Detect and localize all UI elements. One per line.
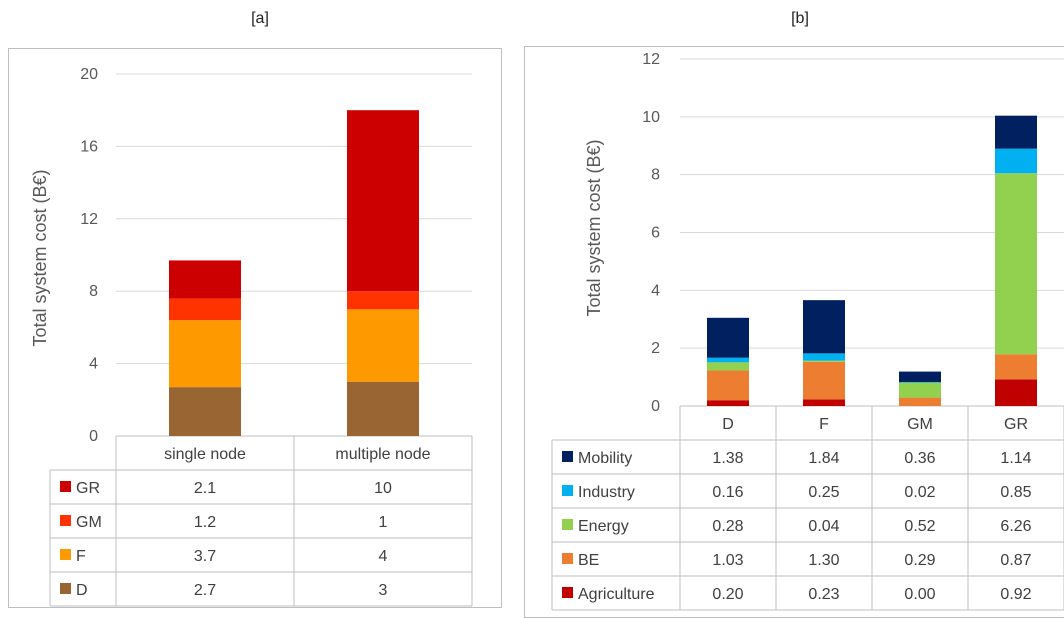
chart-b-bar-be-0	[707, 370, 749, 401]
chart-a-y-tick-label: 16	[80, 138, 98, 155]
chart-b-data-label: 1.14	[1000, 450, 1031, 467]
panel-b-label: [b]	[791, 10, 809, 27]
chart-b-legend-label-energy: Energy	[578, 518, 629, 535]
chart-a-data-label: 3.7	[194, 548, 216, 565]
chart-a-y-tick-label: 0	[89, 428, 98, 445]
chart-a-bar-d-1	[347, 381, 419, 436]
panel-a-label: [a]	[251, 10, 269, 27]
chart-b-y-tick-label: 0	[651, 398, 660, 415]
chart-b-y-tick-label: 6	[651, 225, 660, 242]
chart-a-data-label: 1	[379, 514, 388, 531]
chart-b-legend-label-mobility: Mobility	[578, 450, 632, 467]
chart-a-legend-label-f: F	[76, 548, 86, 565]
chart-b-legend-swatch-industry	[562, 485, 573, 496]
chart-b-y-tick-label: 4	[651, 282, 660, 299]
chart-a-frame	[8, 48, 502, 608]
chart-a-bar-gm-0	[169, 298, 241, 321]
chart-b-data-label: 6.26	[1000, 518, 1031, 535]
chart-a-legend-label-gm: GM	[76, 514, 102, 531]
chart-b-legend-label-be: BE	[578, 552, 599, 569]
chart-a-y-tick-label: 4	[89, 356, 98, 373]
chart-b-bar-industry-0	[707, 357, 749, 363]
chart-b-legend-swatch-energy	[562, 519, 573, 530]
chart-a-bar-f-0	[169, 320, 241, 388]
chart-a-y-tick-label: 20	[80, 66, 98, 83]
chart-b-data-label: 0.00	[904, 586, 935, 603]
chart-b-bar-mobility-0	[707, 317, 749, 358]
chart-b-bar-energy-2	[899, 382, 941, 398]
chart-b-y-axis-label: Total system cost (B€)	[584, 139, 604, 316]
chart-b-data-label: 0.87	[1000, 552, 1031, 569]
chart-b-bar-mobility-2	[899, 371, 941, 382]
chart-a-y-tick-label: 12	[80, 211, 98, 228]
chart-b-legend-swatch-agriculture	[562, 587, 573, 598]
chart-b-data-label: 0.29	[904, 552, 935, 569]
chart-b-data-label: 0.28	[712, 518, 743, 535]
chart-a-bar-d-0	[169, 387, 241, 436]
chart-b-data-label: 0.85	[1000, 484, 1031, 501]
chart-b-bar-energy-3	[995, 173, 1037, 355]
chart-b-bar-energy-1	[803, 360, 845, 362]
chart-b-bar-agriculture-0	[707, 400, 749, 406]
chart-b-bar-industry-2	[899, 381, 941, 383]
chart-a-legend-swatch-gr	[60, 481, 71, 492]
chart-a-legend-swatch-d	[60, 583, 71, 594]
chart-b-bar-mobility-1	[803, 300, 845, 354]
chart-b-category-label: GR	[1004, 416, 1028, 433]
chart-b-legend-swatch-be	[562, 553, 573, 564]
chart-b-data-label: 0.36	[904, 450, 935, 467]
chart-a-data-label: 4	[379, 548, 388, 565]
chart-a-bar-gr-0	[169, 260, 241, 299]
chart-b-data-label: 1.30	[808, 552, 839, 569]
chart-b-bar-be-1	[803, 361, 845, 400]
chart-b-bar-be-2	[899, 397, 941, 406]
chart-a-bar-f-1	[347, 309, 419, 382]
chart-b-y-tick-label: 2	[651, 340, 660, 357]
chart-a-data-label: 2.7	[194, 582, 216, 599]
chart-a-y-axis-label: Total system cost (B€)	[30, 169, 50, 346]
chart-a-category-label: multiple node	[335, 446, 430, 463]
chart-a-data-label: 1.2	[194, 514, 216, 531]
chart-b-legend-label-agriculture: Agriculture	[578, 586, 655, 603]
chart-b-category-label: GM	[907, 416, 933, 433]
chart-a-category-label: single node	[164, 446, 246, 463]
chart-b-data-label: 1.84	[808, 450, 839, 467]
chart-b-y-tick-label: 8	[651, 167, 660, 184]
chart-b-data-label: 1.03	[712, 552, 743, 569]
chart-b-legend-label-industry: Industry	[578, 484, 635, 501]
chart-a-legend-label-d: D	[76, 582, 88, 599]
chart-b-data-label: 0.52	[904, 518, 935, 535]
chart-b-legend-swatch-mobility	[562, 451, 573, 462]
chart-b-y-tick-label: 12	[642, 51, 660, 68]
chart-b-data-label: 0.25	[808, 484, 839, 501]
chart-b-bar-industry-1	[803, 353, 845, 361]
chart-b-data-label: 0.20	[712, 586, 743, 603]
chart-b-bar-industry-3	[995, 148, 1037, 174]
chart-a-data-label: 2.1	[194, 480, 216, 497]
chart-a-legend-label-gr: GR	[76, 480, 100, 497]
chart-b-bar-energy-0	[707, 362, 749, 371]
chart-b-category-label: F	[819, 416, 829, 433]
chart-b-y-tick-label: 10	[642, 109, 660, 126]
chart-a-data-label: 10	[374, 480, 392, 497]
chart-a-y-tick-label: 8	[89, 283, 98, 300]
chart-b-bar-agriculture-1	[803, 399, 845, 406]
chart-a-bar-gm-1	[347, 291, 419, 310]
chart-a-data-label: 3	[379, 582, 388, 599]
chart-b-data-label: 0.92	[1000, 586, 1031, 603]
chart-a-legend-swatch-f	[60, 549, 71, 560]
chart-a-bar-gr-1	[347, 110, 419, 292]
chart-a-legend-swatch-gm	[60, 515, 71, 526]
chart-b-data-label: 0.23	[808, 586, 839, 603]
chart-b-bar-be-3	[995, 354, 1037, 380]
chart-b-data-label: 1.38	[712, 450, 743, 467]
chart-b-data-label: 0.02	[904, 484, 935, 501]
chart-b-data-label: 0.16	[712, 484, 743, 501]
chart-b-data-label: 0.04	[808, 518, 839, 535]
chart-b-category-label: D	[722, 416, 734, 433]
chart-b-bar-mobility-3	[995, 115, 1037, 149]
chart-b-bar-agriculture-3	[995, 379, 1037, 406]
